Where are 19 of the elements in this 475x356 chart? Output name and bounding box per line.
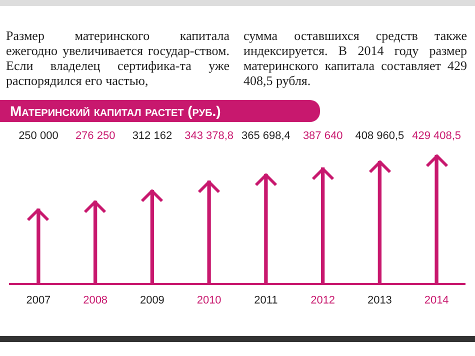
data-label: 312 162 xyxy=(132,130,172,142)
text: Размер материнского капитала ежегодно увеличивается государ-ством. Если владелец сертифика-та уже распорядился его частью, xyxy=(6,28,230,88)
x-tick-label: 2014 xyxy=(424,294,449,306)
data-label: 250 000 xyxy=(18,130,58,142)
data-label: 429 408,5 xyxy=(412,130,462,142)
data-label: 408 960,5 xyxy=(355,130,404,142)
text: сумма оставшихся средств также индексируется. В 2014 году размер материнского капитала составляет 429 408,5 рубля. xyxy=(244,28,467,88)
data-label: 387 640 xyxy=(302,130,343,142)
chart-title: Материнский капитал растет (руб.) xyxy=(0,100,320,122)
x-tick-label: 2009 xyxy=(140,294,164,306)
x-tick-label: 2012 xyxy=(310,294,336,306)
x-tick-label: 2008 xyxy=(83,294,108,306)
x-tick-label: 2013 xyxy=(367,294,392,306)
x-tick-label: 2007 xyxy=(26,294,51,306)
data-label: 343 378,8 xyxy=(184,130,234,142)
data-label: 365 698,4 xyxy=(241,130,290,142)
x-tick-label: 2010 xyxy=(196,294,222,306)
x-tick-label: 2011 xyxy=(254,294,278,306)
data-label: 276 250 xyxy=(75,130,116,142)
